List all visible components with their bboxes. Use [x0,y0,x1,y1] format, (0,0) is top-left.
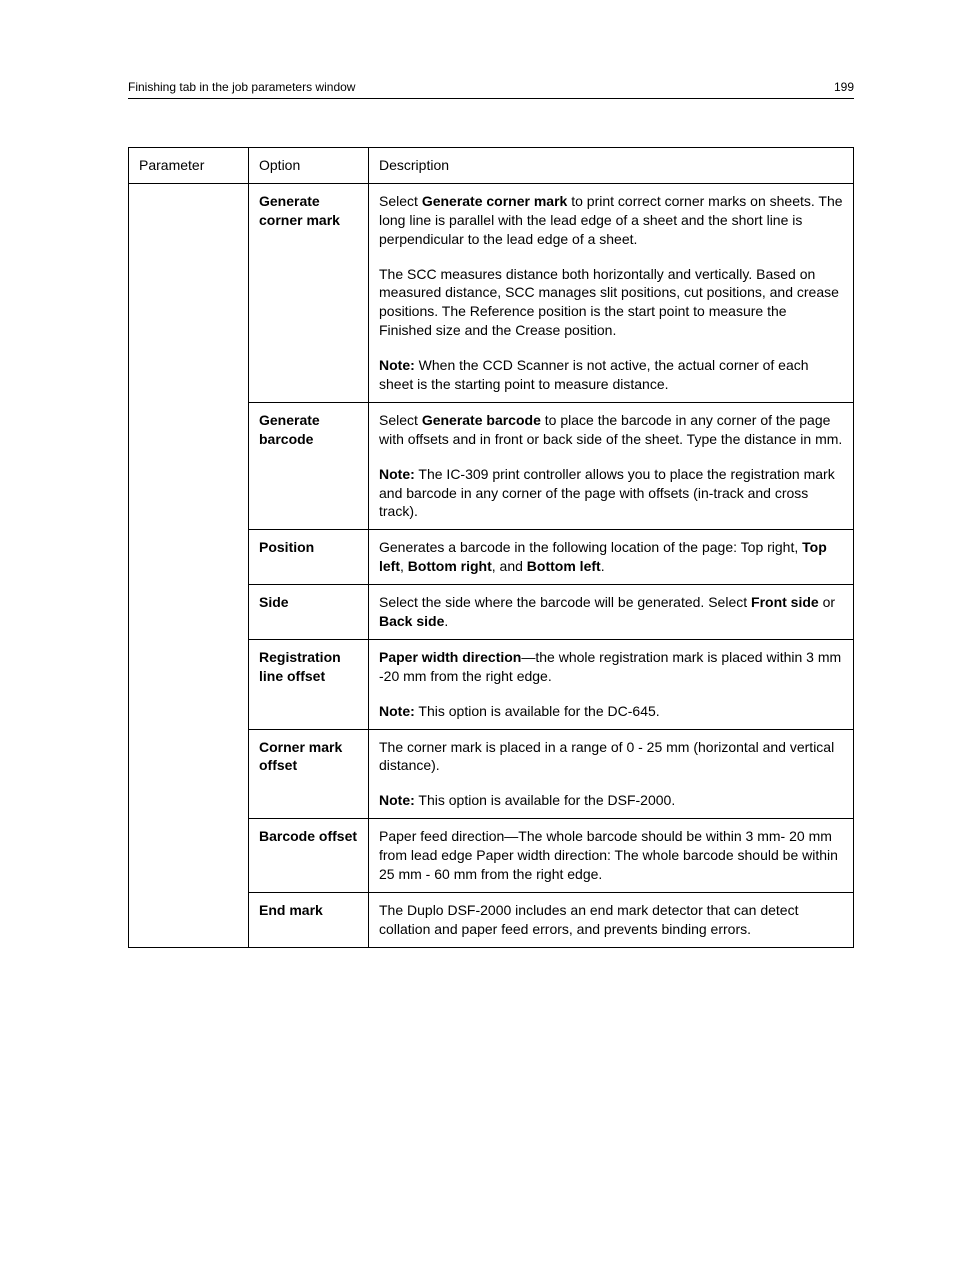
desc-text: . [601,558,605,574]
desc-text: This option is available for the DSF-200… [415,792,675,808]
desc-text: The corner mark is placed in a range of … [379,738,843,776]
cell-description: Paper feed direction—The whole barcode s… [369,819,854,893]
page: Finishing tab in the job parameters wind… [0,0,954,1148]
cell-description: The corner mark is placed in a range of … [369,729,854,783]
page-header-title: Finishing tab in the job parameters wind… [128,80,355,94]
desc-bold: Back side [379,613,444,629]
cell-option: Generate barcode [249,402,369,529]
desc-text: Select [379,193,422,209]
cell-option: Registration line offset [249,639,369,729]
desc-bold: Bottom right [408,558,492,574]
note-label: Note: [379,703,415,719]
desc-text: Select [379,412,422,428]
cell-option: Barcode offset [249,819,369,893]
table-header-row: Parameter Option Description [129,148,854,184]
cell-description: The SCC measures distance both horizonta… [369,257,854,349]
cell-description: Note: This option is available for the D… [369,694,854,729]
desc-text: , [400,558,408,574]
cell-description: Select Generate corner mark to print cor… [369,183,854,256]
desc-text: This option is available for the DC-645. [415,703,660,719]
desc-text: Generates a barcode in the following loc… [379,539,802,555]
desc-bold: Bottom left [527,558,601,574]
desc-text: or [819,594,835,610]
desc-text: Select the side where the barcode will b… [379,594,751,610]
desc-text: Paper feed direction—The whole barcode s… [379,827,843,884]
cell-option: End mark [249,892,369,947]
page-number: 199 [834,80,854,94]
desc-bold: Generate barcode [422,412,541,428]
desc-text: The IC-309 print controller allows you t… [379,466,835,520]
desc-text: When the CCD Scanner is not active, the … [379,357,809,392]
col-parameter: Parameter [129,148,249,184]
cell-description: Paper width direction—the whole registra… [369,639,854,693]
col-option: Option [249,148,369,184]
desc-bold: Generate corner mark [422,193,568,209]
cell-description: Note: When the CCD Scanner is not active… [369,348,854,402]
cell-description: Select Generate barcode to place the bar… [369,402,854,456]
cell-description: Note: This option is available for the D… [369,783,854,818]
cell-description: The Duplo DSF-2000 includes an end mark … [369,892,854,947]
note-label: Note: [379,792,415,808]
desc-text: The Duplo DSF-2000 includes an end mark … [379,901,843,939]
cell-description: Select the side where the barcode will b… [369,585,854,640]
desc-text: The SCC measures distance both horizonta… [379,265,843,341]
desc-text: . [444,613,448,629]
cell-option: Generate corner mark [249,183,369,402]
note-label: Note: [379,357,415,373]
desc-bold: Paper width direction [379,649,521,665]
cell-description: Generates a barcode in the following loc… [369,530,854,585]
page-header: Finishing tab in the job parameters wind… [128,80,854,99]
col-description: Description [369,148,854,184]
cell-description: Note: The IC-309 print controller allows… [369,457,854,530]
cell-option: Position [249,530,369,585]
note-label: Note: [379,466,415,482]
cell-option: Side [249,585,369,640]
desc-bold: Front side [751,594,819,610]
cell-option: Corner mark offset [249,729,369,819]
cell-parameter [129,183,249,947]
parameters-table: Parameter Option Description Generate co… [128,147,854,948]
desc-text: , and [492,558,527,574]
table-row: Generate corner mark Select Generate cor… [129,183,854,256]
